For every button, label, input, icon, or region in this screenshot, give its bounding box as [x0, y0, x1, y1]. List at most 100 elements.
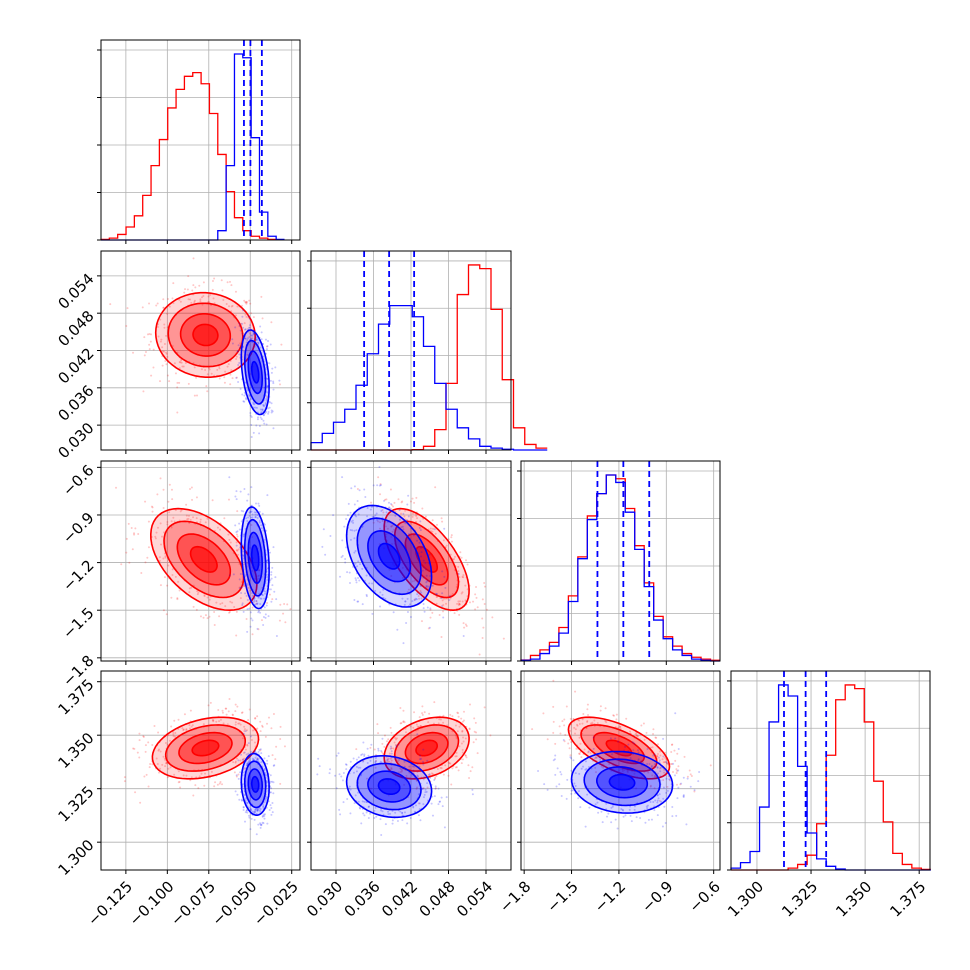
- sample-point: [235, 376, 238, 379]
- sample-point: [654, 765, 657, 768]
- sample-point: [206, 596, 209, 599]
- sample-point: [163, 350, 166, 353]
- sample-point: [272, 792, 275, 795]
- sample-point: [156, 762, 159, 765]
- sample-point: [270, 787, 273, 790]
- sample-point: [384, 823, 387, 826]
- sample-point: [250, 507, 253, 510]
- sample-point: [171, 574, 174, 577]
- sample-point: [383, 734, 386, 737]
- sample-point: [235, 774, 238, 777]
- sample-point: [598, 756, 601, 759]
- sample-point: [236, 510, 239, 513]
- sample-point: [157, 749, 160, 752]
- sample-point: [391, 810, 394, 813]
- sample-point: [212, 720, 215, 723]
- sample-point: [664, 821, 667, 824]
- sample-point: [646, 807, 649, 810]
- sample-point: [235, 498, 238, 501]
- sample-point: [468, 728, 471, 731]
- sample-point: [244, 820, 247, 823]
- sample-point: [258, 569, 261, 572]
- contour-line: [247, 350, 263, 395]
- sample-point: [204, 772, 207, 775]
- sample-point: [259, 823, 262, 826]
- sample-point: [225, 713, 228, 716]
- sample-point: [594, 766, 597, 769]
- sample-point: [207, 300, 210, 303]
- sample-point: [435, 775, 438, 778]
- sample-point: [219, 528, 222, 531]
- sample-point: [457, 602, 460, 605]
- sample-point: [211, 280, 214, 283]
- sample-point: [251, 536, 254, 539]
- sample-point: [476, 752, 479, 755]
- sample-point: [420, 597, 423, 600]
- sample-point: [401, 566, 404, 569]
- sample-point: [403, 603, 406, 606]
- sample-point: [447, 774, 450, 777]
- sample-points: [109, 257, 283, 414]
- sample-point: [589, 751, 592, 754]
- sample-point: [406, 610, 409, 613]
- sample-point: [218, 720, 221, 723]
- sample-point: [250, 312, 253, 315]
- sample-point: [449, 713, 452, 716]
- sample-point: [563, 740, 566, 743]
- sample-point: [417, 802, 420, 805]
- sample-point: [165, 762, 168, 765]
- sample-point: [376, 520, 379, 523]
- sample-point: [435, 595, 438, 598]
- sample-point: [180, 361, 183, 364]
- sample-point: [147, 520, 150, 523]
- sample-point: [249, 589, 252, 592]
- density-fill: [192, 740, 219, 756]
- sample-point: [633, 805, 636, 808]
- sample-point: [168, 305, 171, 308]
- sample-point: [183, 291, 186, 294]
- sample-point: [379, 483, 382, 486]
- sample-point: [561, 720, 564, 723]
- sample-point: [374, 514, 377, 517]
- sample-point: [164, 759, 167, 762]
- sample-point: [637, 758, 640, 761]
- sample-point: [268, 406, 271, 409]
- sample-point: [674, 712, 677, 715]
- sample-point: [597, 754, 600, 757]
- sample-point: [426, 606, 429, 609]
- sample-point: [217, 708, 220, 711]
- sample-point: [221, 289, 224, 292]
- sample-point: [455, 766, 458, 769]
- sample-point: [560, 794, 563, 797]
- sample-point: [273, 590, 276, 593]
- sample-point: [267, 716, 270, 719]
- sample-point: [270, 402, 273, 405]
- sample-point: [161, 364, 164, 367]
- sample-point: [344, 763, 347, 766]
- sample-point: [251, 757, 254, 760]
- x-tick-label: 0.054: [453, 878, 496, 921]
- sample-point: [474, 608, 477, 611]
- sample-point: [249, 611, 252, 614]
- sample-point: [599, 705, 602, 708]
- sample-point: [461, 600, 464, 603]
- sample-point: [616, 827, 619, 830]
- sample-point: [400, 722, 403, 725]
- sample-point: [159, 750, 162, 753]
- sample-point: [245, 594, 248, 597]
- sample-point: [218, 782, 221, 785]
- sample-point: [270, 791, 273, 794]
- sample-point: [355, 758, 358, 761]
- sample-point: [619, 767, 622, 770]
- sample-point: [269, 588, 272, 591]
- sample-point: [440, 796, 443, 799]
- sample-point: [252, 729, 255, 732]
- panel-frame: [730, 670, 931, 871]
- sample-point: [215, 601, 218, 604]
- sample-point: [341, 476, 344, 479]
- sample-point: [349, 538, 352, 541]
- sample-point: [255, 600, 258, 603]
- sample-point: [171, 568, 174, 571]
- sample-point: [283, 745, 286, 748]
- sample-point: [447, 761, 450, 764]
